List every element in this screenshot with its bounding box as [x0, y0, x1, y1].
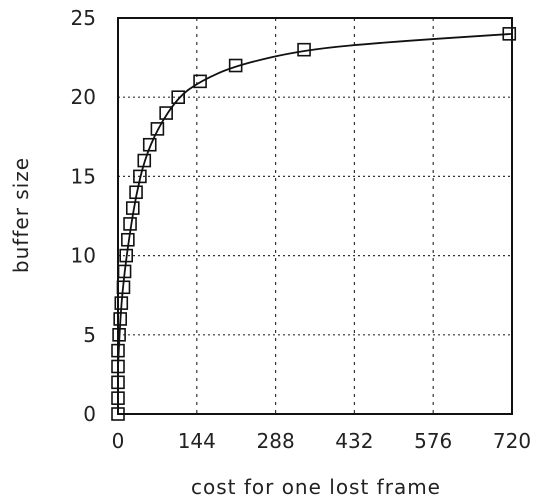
data-point-marker: [113, 312, 127, 326]
data-point-marker: [502, 27, 517, 41]
grid-lines: [118, 18, 512, 414]
data-point-marker: [297, 42, 311, 57]
plot-frame: [117, 17, 513, 415]
y-tick-label: 5: [83, 323, 96, 347]
data-point-marker: [111, 391, 125, 405]
x-tick-label: 432: [335, 429, 373, 453]
data-point-marker: [123, 217, 137, 231]
data-point-marker: [142, 137, 157, 152]
data-point-marker: [150, 122, 165, 136]
data-point-marker: [121, 232, 135, 247]
data-point-marker: [137, 153, 152, 168]
data-point-marker: [228, 58, 243, 73]
data-point-marker: [111, 359, 125, 374]
data-point-marker: [125, 201, 140, 215]
y-tick-label: 0: [83, 402, 96, 426]
data-point-marker: [159, 106, 173, 120]
data-markers: [111, 27, 517, 421]
x-tick-label: 144: [178, 429, 216, 453]
data-point-marker: [111, 343, 125, 358]
data-point-marker: [193, 74, 207, 89]
data-point-marker: [129, 185, 143, 200]
fitted-curve: [117, 32, 513, 367]
data-point-marker: [117, 264, 132, 279]
y-tick-label: 10: [71, 244, 96, 268]
x-tick-label: 576: [414, 429, 452, 453]
data-point-marker: [111, 375, 125, 390]
data-point-marker: [119, 248, 134, 263]
y-tick-label: 20: [71, 85, 96, 109]
data-point-marker: [111, 407, 125, 421]
x-tick-label: 0: [112, 429, 125, 453]
axis-ticks: 0 144 288 432 576 720 0 5 10 15 20 25: [71, 6, 532, 453]
x-tick-label: 288: [257, 429, 295, 453]
fit-curve-line: [117, 32, 513, 367]
x-axis-label: cost for one lost frame: [191, 475, 441, 499]
x-tick-label: 720: [493, 429, 531, 453]
data-point-marker: [112, 327, 126, 342]
data-point-marker: [133, 169, 147, 184]
data-point-marker: [116, 280, 131, 295]
y-axis-label: buffer size: [9, 157, 33, 273]
y-tick-label: 25: [71, 6, 96, 30]
data-point-marker: [114, 296, 129, 310]
y-tick-label: 15: [71, 164, 96, 188]
data-point-marker: [171, 90, 185, 104]
